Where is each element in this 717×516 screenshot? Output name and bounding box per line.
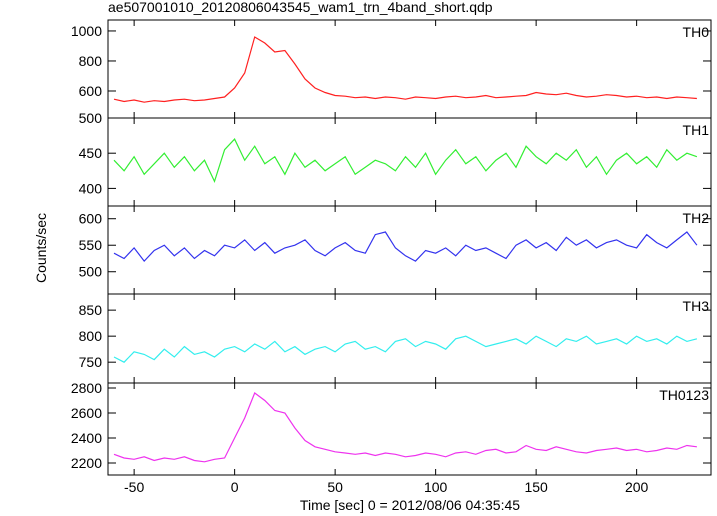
y-tick-label: 800 — [79, 53, 103, 69]
y-tick-label: 750 — [79, 354, 103, 370]
y-tick-label: 450 — [79, 145, 103, 161]
panel-label: TH3 — [683, 298, 710, 314]
x-axis-label: Time [sec] 0 = 2012/08/06 04:35:45 — [300, 497, 520, 513]
y-tick-label: 2600 — [71, 405, 102, 421]
x-tick-label: 200 — [625, 479, 649, 495]
panel-frame — [107, 205, 712, 295]
light-curve — [113, 392, 697, 463]
x-tick-label: 150 — [524, 479, 548, 495]
x-tick-label: 100 — [424, 479, 448, 495]
panel-label: TH2 — [683, 210, 710, 226]
y-tick-label: 500 — [79, 264, 103, 280]
y-tick-label: 400 — [79, 180, 103, 196]
panel-frame — [107, 382, 712, 476]
y-tick-label: 2200 — [71, 455, 102, 471]
light-curve — [113, 138, 698, 184]
y-tick-label: 600 — [79, 83, 103, 99]
x-tick-label: 50 — [327, 479, 343, 495]
panel-label: TH0 — [683, 24, 710, 40]
y-axis-label: Counts/sec — [33, 213, 49, 283]
light-curve — [113, 335, 698, 363]
panel-frame — [107, 293, 712, 384]
panel-label: TH1 — [683, 122, 710, 138]
panel-frame — [107, 117, 712, 207]
chart-title: ae507001010_20120806043545_wam1_trn_4ban… — [108, 0, 493, 15]
y-tick-label: 2400 — [71, 430, 102, 446]
y-tick-label: 500 — [79, 110, 103, 126]
panel-label: TH0123 — [659, 387, 709, 403]
panel-frame — [107, 19, 712, 119]
y-tick-label: 550 — [79, 237, 103, 253]
light-curve — [113, 231, 698, 263]
y-tick-label: 600 — [79, 211, 103, 227]
y-tick-label: 2800 — [71, 380, 102, 396]
x-tick-label: -50 — [124, 479, 144, 495]
x-tick-label: 0 — [231, 479, 239, 495]
y-tick-label: 800 — [79, 328, 103, 344]
light-curve — [113, 36, 697, 103]
y-tick-label: 1000 — [71, 23, 102, 39]
y-tick-label: 850 — [79, 302, 103, 318]
